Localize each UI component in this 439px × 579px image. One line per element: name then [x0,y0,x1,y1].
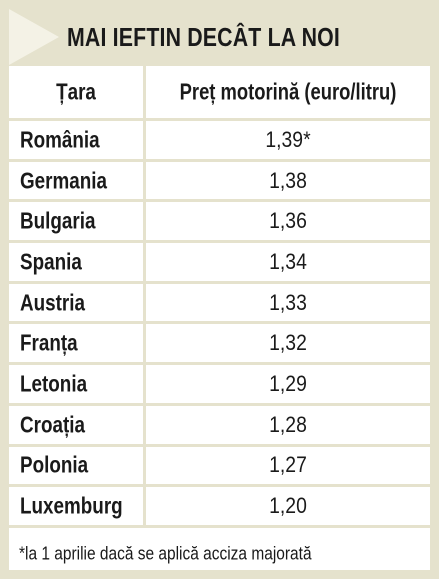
country-name: Franța [20,329,78,356]
country-cell: Croația [9,405,146,444]
price-cell: 1,29 [146,365,430,403]
footnote-text: *la 1 aprilie dacă se aplică acciza majo… [19,543,312,564]
header-cell-price: Preț motorină (euro/litru) [146,66,430,118]
country-cell: Franța [9,324,146,363]
header-cell-country: Țara [9,66,146,118]
country-name: Austria [20,289,85,316]
table-row: Croația 1,28 [9,405,430,447]
country-name: România [20,126,100,153]
price-cell: 1,36 [146,202,430,240]
table-row: România 1,39* [9,121,430,162]
price-cell: 1,33 [146,284,430,322]
price-value: 1,38 [269,167,307,193]
title-bar: MAI IEFTIN DECÂT LA NOI [9,9,430,66]
country-cell: Bulgaria [9,202,146,241]
country-name: Bulgaria [20,207,96,234]
table-row: Letonia 1,29 [9,365,430,406]
price-cell: 1,28 [146,406,430,444]
country-cell: Germania [9,161,146,200]
price-value: 1,28 [269,411,307,437]
price-value: 1,36 [269,208,307,234]
country-name: Germania [20,167,108,194]
price-value: 1,29 [269,370,307,396]
price-cell: 1,38 [146,162,430,200]
price-table: Țara Preț motorină (euro/litru) România … [9,66,430,528]
table-row: Germania 1,38 [9,161,430,203]
table-header-row: Țara Preț motorină (euro/litru) [9,66,430,121]
price-cell: 1,39* [146,121,430,159]
header-country-label: Țara [56,78,96,105]
country-name: Letonia [20,370,88,397]
price-value: 1,34 [269,248,307,274]
table-row: Austria 1,33 [9,283,430,325]
price-cell: 1,20 [146,487,430,525]
table-row: Bulgaria 1,36 [9,202,430,244]
price-cell: 1,34 [146,243,430,281]
country-cell: Polonia [9,446,146,485]
header-price-label: Preț motorină (euro/litru) [179,78,397,105]
price-value: 1,27 [269,452,307,478]
country-cell: Spania [9,243,146,281]
table-row: Luxemburg 1,20 [9,487,430,528]
price-value: 1,39* [265,126,311,152]
table-title: MAI IEFTIN DECÂT LA NOI [67,22,341,52]
country-name: Luxemburg [20,492,123,519]
price-value: 1,32 [269,330,307,356]
country-name: Polonia [20,451,89,478]
price-value: 1,33 [269,289,307,315]
country-cell: Luxemburg [9,487,146,525]
country-name: Croația [20,411,85,438]
table-row: Spania 1,34 [9,243,430,284]
price-cell: 1,32 [146,324,430,362]
table-row: Franța 1,32 [9,324,430,366]
footnote: *la 1 aprilie dacă se aplică acciza majo… [9,538,430,570]
country-cell: Letonia [9,365,146,403]
title-arrow-decoration [9,9,59,65]
price-cell: 1,27 [146,447,430,485]
country-cell: România [9,121,146,159]
country-cell: Austria [9,283,146,322]
table-row: Polonia 1,27 [9,446,430,488]
price-value: 1,20 [269,493,307,519]
country-name: Spania [20,248,82,275]
